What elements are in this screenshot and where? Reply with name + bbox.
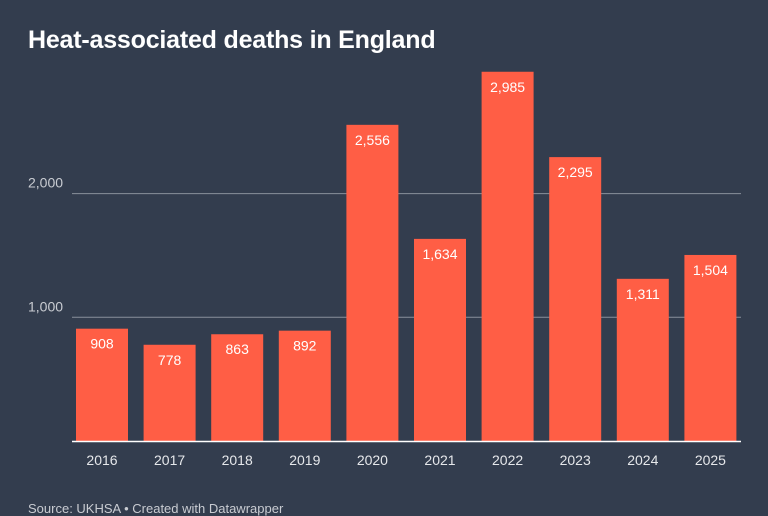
x-tick-label-2020: 2020 [357, 452, 388, 468]
data-label-2016: 908 [90, 336, 114, 352]
x-tick-label-2016: 2016 [86, 452, 117, 468]
bar-2024 [616, 278, 669, 441]
bar-2025 [684, 254, 737, 441]
bar-2019 [278, 330, 331, 441]
x-tick-label-2017: 2017 [154, 452, 185, 468]
data-label-2025: 1,504 [693, 262, 728, 278]
data-labels: 908 778 863 892 2,556 1,634 2,985 2,295 1,311 1,5… [90, 79, 728, 368]
data-label-2022: 2,985 [490, 79, 525, 95]
bar-2022 [481, 71, 534, 442]
bar-2023 [549, 157, 602, 441]
source-note: Source: UKHSA • Created with Datawrapper [28, 501, 284, 516]
x-tick-label-2023: 2023 [560, 452, 591, 468]
y-tick-label: 2,000 [28, 175, 63, 191]
bar-2020 [346, 124, 399, 441]
data-label-2023: 2,295 [558, 164, 593, 180]
y-tick-label: 1,000 [28, 298, 63, 314]
x-tick-label-2022: 2022 [492, 452, 523, 468]
data-label-2021: 1,634 [422, 246, 457, 262]
bars [76, 71, 737, 442]
x-tick-label-2021: 2021 [424, 452, 455, 468]
bar-2017 [143, 344, 196, 441]
data-label-2017: 778 [158, 352, 182, 368]
data-label-2019: 892 [293, 338, 317, 354]
bar-2016 [76, 328, 128, 441]
x-tick-label-2018: 2018 [222, 452, 253, 468]
x-tick-labels: 2016 2017 2018 2019 2020 2021 2022 2023 2024 2025 [86, 452, 726, 468]
y-tick-labels: 1,000 2,000 [28, 175, 63, 315]
bar-2021 [414, 238, 466, 441]
x-tick-label-2019: 2019 [289, 452, 320, 468]
bar-2018 [211, 334, 264, 441]
data-label-2020: 2,556 [355, 132, 390, 148]
chart-title: Heat-associated deaths in England [28, 26, 436, 54]
data-label-2024: 1,311 [626, 286, 660, 302]
data-label-2018: 863 [226, 341, 250, 357]
x-tick-label-2024: 2024 [627, 452, 658, 468]
x-tick-label-2025: 2025 [695, 452, 726, 468]
